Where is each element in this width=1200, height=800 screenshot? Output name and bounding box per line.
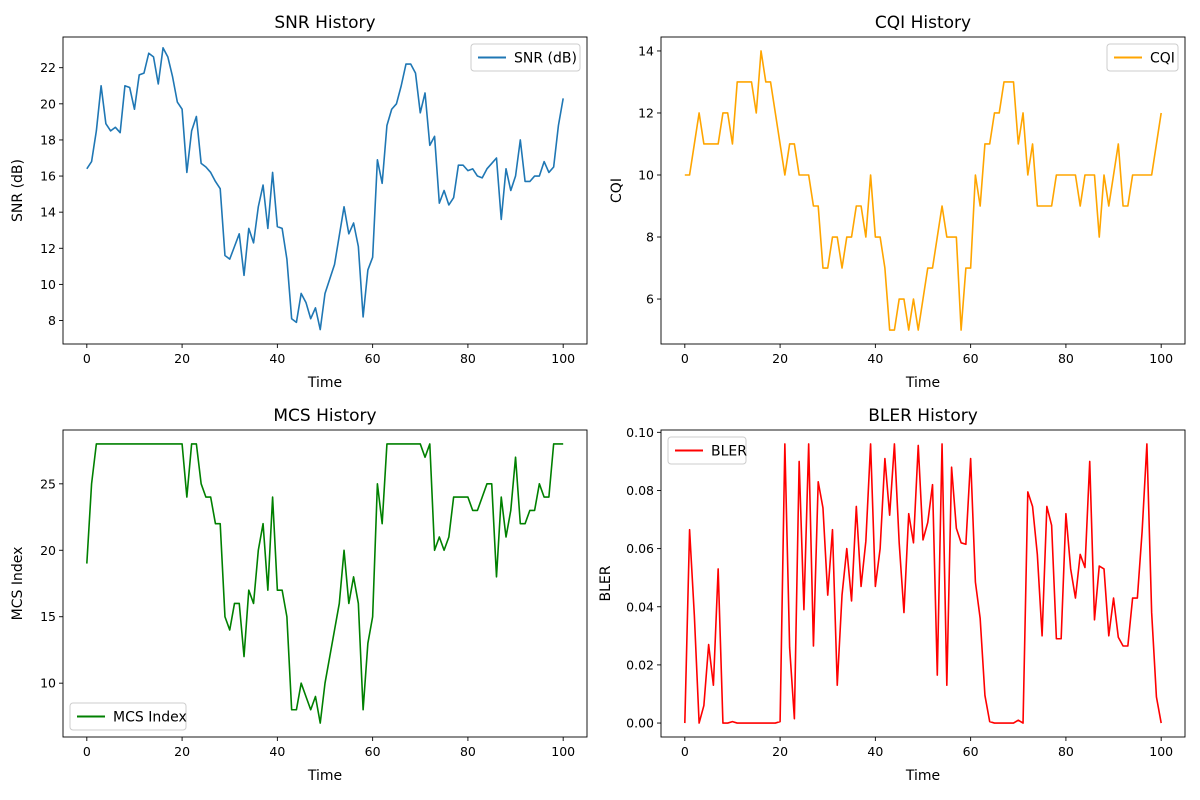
plot-frame <box>62 429 588 738</box>
x-tick-label: 80 <box>1058 351 1074 366</box>
y-tick-label: 16 <box>40 169 56 184</box>
x-tick-label: 80 <box>460 744 476 759</box>
x-tick-label: 100 <box>1149 351 1173 366</box>
x-tick-label: 40 <box>867 351 883 366</box>
x-tick-label: 100 <box>1149 744 1173 759</box>
series-line <box>684 443 1162 724</box>
x-tick-label: 0 <box>681 744 689 759</box>
x-axis-label: Time <box>307 768 342 784</box>
legend-box <box>470 43 581 72</box>
y-tick-label: 6 <box>646 292 654 307</box>
y-tick-label: 20 <box>40 96 56 111</box>
y-tick-label: 14 <box>638 43 654 58</box>
y-tick-label: 12 <box>638 105 654 120</box>
x-tick-label: 20 <box>772 351 788 366</box>
plot-frame <box>660 36 1186 345</box>
series-line <box>86 443 564 724</box>
y-tick-label: 22 <box>40 60 56 75</box>
y-axis-label: CQI <box>609 178 625 203</box>
y-tick-label: 0.08 <box>626 483 654 498</box>
plot-frame <box>62 36 588 345</box>
legend-label: CQI <box>1150 51 1175 67</box>
legend-label: MCS Index <box>113 710 187 726</box>
chart-title: CQI History <box>875 13 971 33</box>
legend-label: SNR (dB) <box>514 51 577 67</box>
x-tick-label: 60 <box>365 744 381 759</box>
y-tick-label: 10 <box>40 676 56 691</box>
y-tick-label: 0.02 <box>626 657 654 672</box>
y-axis-label: SNR (dB) <box>10 159 26 222</box>
x-axis-label: Time <box>905 768 940 784</box>
x-tick-label: 60 <box>963 744 979 759</box>
x-tick-label: 80 <box>1058 744 1074 759</box>
chart-title: MCS History <box>273 406 376 426</box>
subplot-4: BLER History 0 20 40 60 80 100 0.00 0.02 0.04 0.06… <box>598 406 1186 784</box>
chart-title: SNR History <box>274 13 375 33</box>
legend-box <box>667 436 747 465</box>
legend: CQI <box>1106 43 1179 72</box>
y-tick-label: 12 <box>40 241 56 256</box>
x-tick-label: 0 <box>83 744 91 759</box>
y-tick-label: 20 <box>40 543 56 558</box>
x-tick-label: 100 <box>551 744 575 759</box>
legend-label: BLER <box>711 444 747 460</box>
x-axis-label: Time <box>905 375 940 391</box>
y-tick-label: 25 <box>40 476 56 491</box>
plot-frame <box>660 429 1186 738</box>
x-tick-label: 60 <box>365 351 381 366</box>
subplot-3: MCS History 0 20 40 60 80 100 10 15 20 25 Time MCS I… <box>10 406 588 784</box>
y-tick-label: 15 <box>40 609 56 624</box>
legend-box <box>69 702 187 731</box>
y-tick-label: 8 <box>48 313 56 328</box>
x-tick-label: 60 <box>963 351 979 366</box>
x-tick-label: 40 <box>269 351 285 366</box>
legend: BLER <box>667 436 747 465</box>
y-tick-label: 10 <box>638 167 654 182</box>
series-line <box>684 50 1162 331</box>
subplot-2: CQI History 0 20 40 60 80 100 6 8 10 12 14 Time CQI CQ… <box>609 13 1186 391</box>
y-tick-label: 0.06 <box>626 541 654 556</box>
x-tick-label: 80 <box>460 351 476 366</box>
series-line <box>86 47 564 331</box>
x-tick-label: 0 <box>681 351 689 366</box>
subplot-1: SNR History 0 20 40 60 80 100 8 10 12 14 16 18 20 22 Ti… <box>10 13 588 391</box>
y-tick-label: 18 <box>40 132 56 147</box>
x-tick-label: 20 <box>174 744 190 759</box>
legend: MCS Index <box>69 702 187 731</box>
y-tick-label: 0.04 <box>626 599 654 614</box>
y-tick-label: 0.00 <box>626 716 654 731</box>
x-tick-label: 40 <box>867 744 883 759</box>
x-tick-label: 40 <box>269 744 285 759</box>
legend: SNR (dB) <box>470 43 581 72</box>
y-tick-label: 10 <box>40 277 56 292</box>
y-tick-label: 0.10 <box>626 425 654 440</box>
y-tick-label: 8 <box>646 230 654 245</box>
legend-box <box>1106 43 1179 72</box>
x-axis-label: Time <box>307 375 342 391</box>
x-tick-label: 0 <box>83 351 91 366</box>
y-axis-label: MCS Index <box>10 547 26 621</box>
y-tick-label: 14 <box>40 205 56 220</box>
x-tick-label: 100 <box>551 351 575 366</box>
x-tick-label: 20 <box>772 744 788 759</box>
chart-title: BLER History <box>868 406 978 426</box>
x-tick-label: 20 <box>174 351 190 366</box>
y-axis-label: BLER <box>598 565 614 601</box>
